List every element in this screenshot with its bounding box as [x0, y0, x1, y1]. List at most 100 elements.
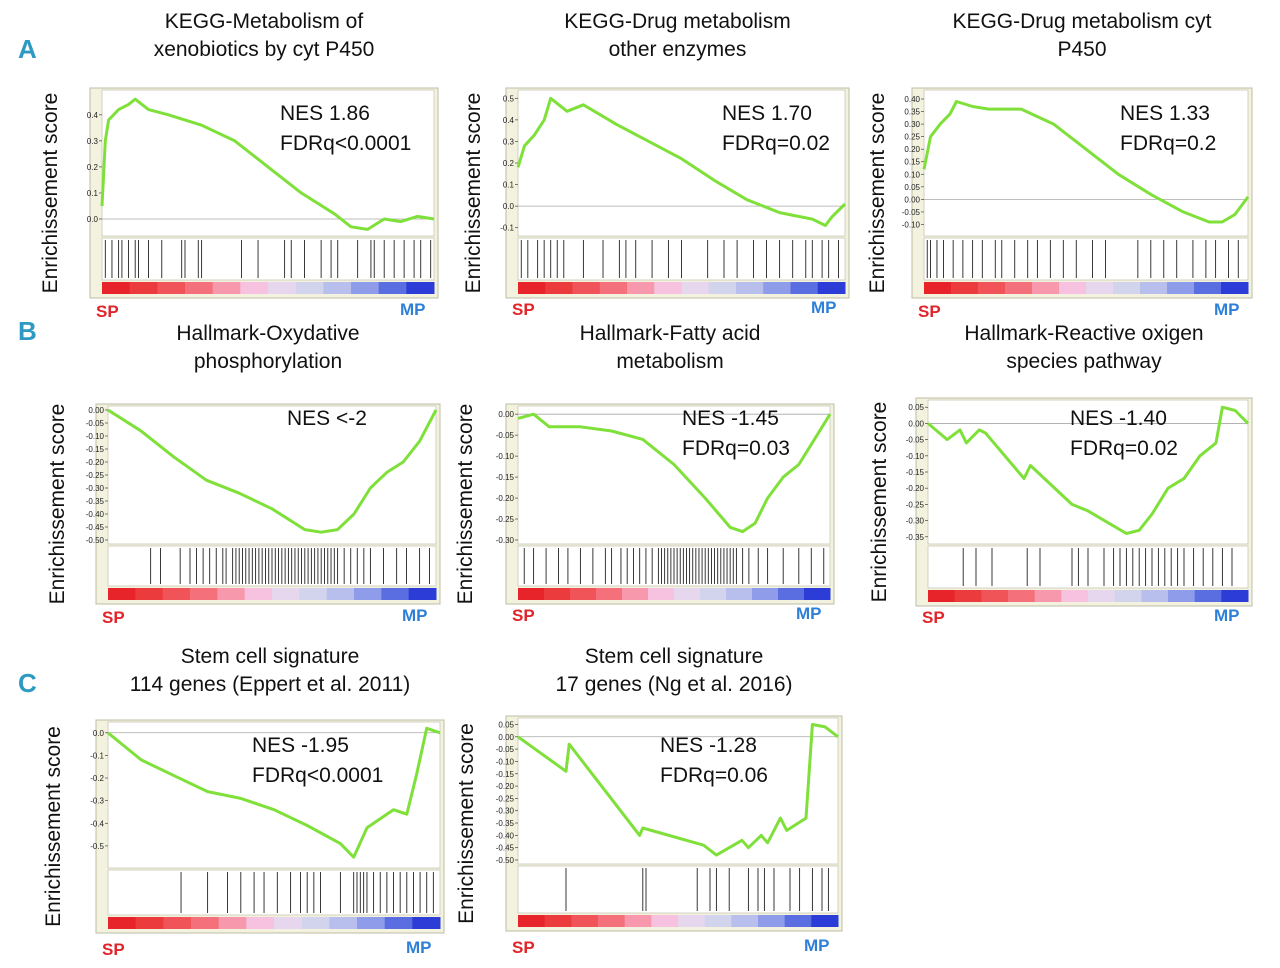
sp-label: SP: [96, 302, 119, 321]
ranked-list-band-segment: [329, 917, 358, 929]
y-tick-label: -0.25: [86, 471, 105, 480]
y-tick-label: 0.25: [904, 133, 920, 142]
ranked-list-band-segment: [384, 917, 413, 929]
gsea-panel-8: 0.05 0.00 -0.05 -0.10 -0.15 -0.20 -0.25 -0.30 -0…: [455, 645, 843, 957]
ranked-list-band-segment: [981, 590, 1009, 602]
y-tick-label: -0.50: [496, 856, 515, 865]
y-tick-label: -0.35: [906, 533, 925, 542]
ranked-list-band-segment: [784, 915, 812, 927]
y-tick-label: 0.35: [904, 108, 920, 117]
ranked-list-band-segment: [674, 588, 701, 600]
nes-annotation: NES -1.95: [252, 734, 349, 757]
ranked-list-band-segment: [1113, 282, 1141, 294]
ranked-list-band-segment: [354, 588, 382, 600]
ranked-list-band-segment: [191, 917, 220, 929]
ranked-list-band-segment: [244, 588, 273, 600]
ranked-list-band-segment: [518, 588, 545, 600]
y-axis-label: Enrichissement score: [455, 723, 478, 924]
ranked-list-band-segment: [704, 915, 732, 927]
ranked-list-band-segment: [648, 588, 675, 600]
nes-annotation: NES 1.86: [280, 102, 370, 125]
mp-label: MP: [804, 936, 830, 955]
y-tick-label: -0.05: [496, 745, 515, 754]
y-tick-label: 0.00: [904, 195, 920, 204]
ranked-list-band-segment: [1061, 590, 1089, 602]
ranked-list-band-segment: [1032, 282, 1060, 294]
ranked-list-band-segment: [217, 588, 246, 600]
y-axis-label: Enrichissement score: [42, 726, 65, 927]
ranked-list-band-segment: [752, 588, 779, 600]
chart-title-line: P450: [1057, 38, 1106, 61]
sp-label: SP: [512, 606, 535, 625]
ranked-list-band-segment: [1141, 590, 1169, 602]
ranked-list-band-segment: [1008, 590, 1036, 602]
chart-title-line: KEGG-Drug metabolism: [564, 10, 790, 33]
ranked-list-band-segment: [804, 588, 831, 600]
y-tick-label: -0.20: [86, 458, 105, 467]
y-tick-label: 0.2: [503, 159, 515, 168]
mp-label: MP: [406, 938, 432, 957]
nes-annotation: FDRq=0.2: [1120, 132, 1216, 155]
ranked-list-band-segment: [1221, 282, 1249, 294]
ranked-list-band-segment: [212, 282, 241, 294]
ranked-list-band-segment: [135, 588, 164, 600]
ranked-list-band-segment: [162, 588, 191, 600]
ranked-list-band-segment: [323, 282, 352, 294]
ranked-list-band-segment: [408, 588, 437, 600]
y-tick-label: -0.30: [496, 807, 515, 816]
ranked-list-band-segment: [1088, 590, 1116, 602]
ranked-list-band-segment: [518, 282, 546, 294]
enrichment-curve: [107, 726, 441, 859]
nes-annotation: NES -1.28: [660, 734, 757, 757]
y-tick-label: -0.30: [906, 517, 925, 526]
ranked-list-band-segment: [954, 590, 982, 602]
chart-title-line: Hallmark-Reactive oxigen: [964, 322, 1203, 345]
y-tick-label: -0.10: [86, 432, 105, 441]
ranked-list-band-segment: [654, 282, 682, 294]
y-tick-label: 0.20: [904, 145, 920, 154]
ranked-list-band-segment: [240, 282, 269, 294]
y-tick-label: -0.10: [496, 452, 515, 461]
nes-annotation: NES <-2: [287, 407, 367, 430]
ranked-list-band-segment: [544, 915, 572, 927]
y-tick-label: -0.1: [90, 751, 104, 760]
chart-title-line: 114 genes (Eppert et al. 2011): [130, 673, 411, 696]
ranked-list-band-segment: [357, 917, 386, 929]
y-tick-label: 0.30: [904, 120, 920, 129]
ranked-list-band-segment: [736, 282, 764, 294]
ranked-list-band-segment: [1168, 590, 1196, 602]
plot-area: [101, 89, 435, 237]
ranked-list-band-segment: [108, 588, 136, 600]
y-tick-label: 0.00: [88, 406, 104, 415]
nes-annotation: FDRq<0.0001: [252, 764, 383, 787]
ranked-list-band-segment: [571, 915, 599, 927]
y-tick-label: 0.3: [503, 137, 515, 146]
section-label-c: C: [18, 668, 37, 698]
ranked-list-band-segment: [678, 915, 706, 927]
y-tick-label: -0.2: [90, 774, 104, 783]
ranked-list-band-segment: [681, 282, 710, 294]
sp-label: SP: [512, 300, 535, 319]
ranked-list-band-segment: [163, 917, 192, 929]
y-tick-label: -0.05: [86, 419, 105, 428]
hit-area: [107, 869, 441, 916]
y-tick-label: -0.4: [90, 819, 104, 828]
y-tick-label: 0.0: [503, 202, 515, 211]
y-tick-label: -0.30: [496, 536, 515, 545]
gsea-panel-3: -0.10 -0.05 0.00 0.05 0.10 0.15 0.20 0.25 0.30 0.…: [866, 10, 1253, 321]
mp-label: MP: [1214, 606, 1240, 625]
y-tick-label: -0.15: [906, 468, 925, 477]
y-tick-label: -0.25: [496, 794, 515, 803]
y-tick-label: -0.15: [496, 473, 515, 482]
y-tick-label: 0.40: [904, 95, 920, 104]
chart-title-line: Stem cell signature: [181, 645, 360, 668]
y-tick-label: 0.2: [87, 163, 99, 172]
y-tick-label: 0.15: [904, 158, 920, 167]
y-tick-label: 0.00: [498, 733, 514, 742]
sp-label: SP: [918, 302, 941, 321]
y-tick-label: -0.05: [906, 436, 925, 445]
mp-label: MP: [796, 604, 822, 623]
y-tick-label: -0.5: [90, 842, 104, 851]
ranked-list-band-segment: [295, 282, 324, 294]
